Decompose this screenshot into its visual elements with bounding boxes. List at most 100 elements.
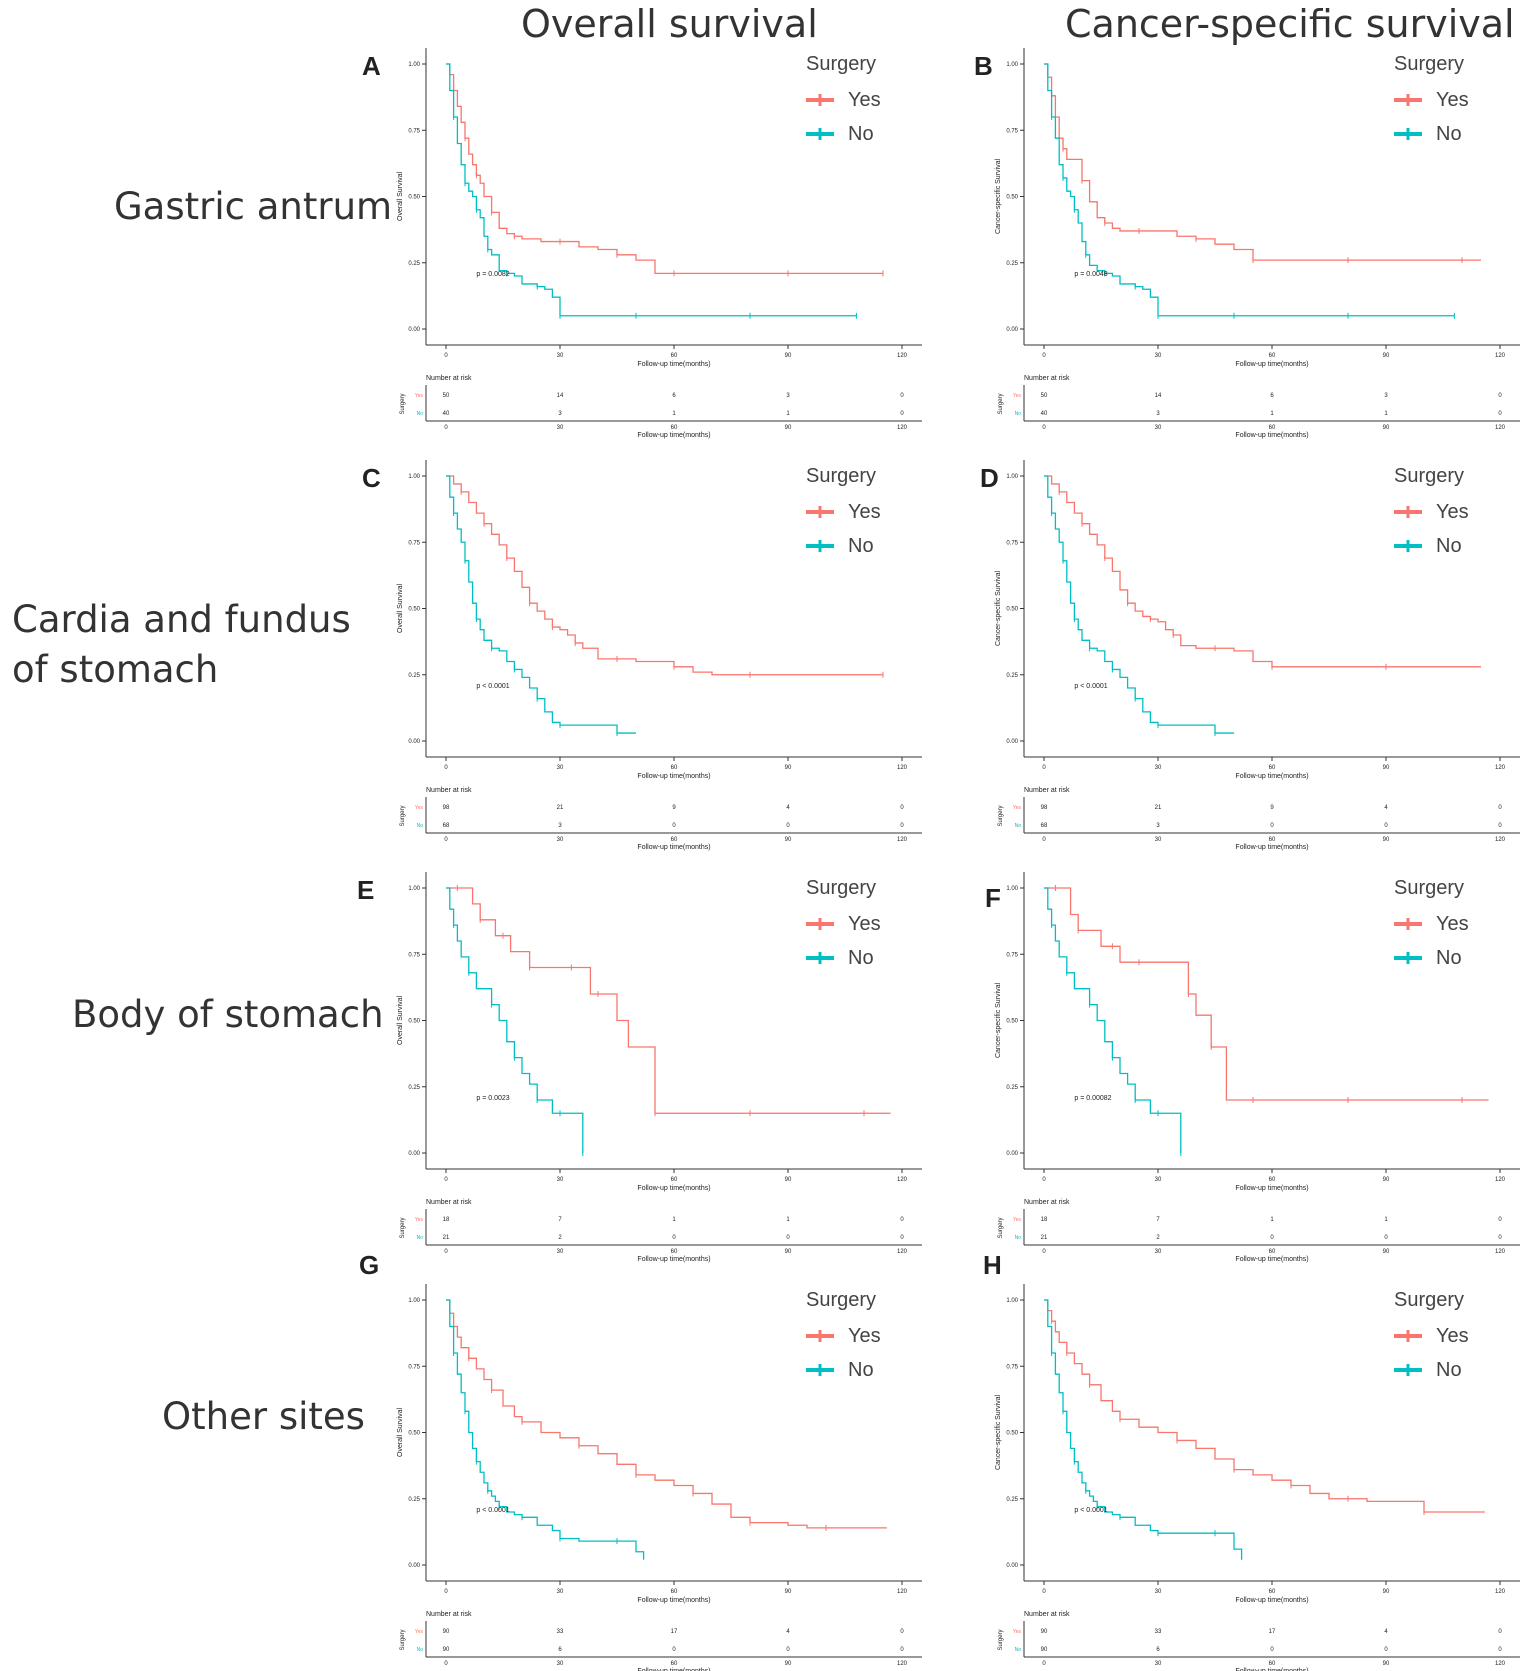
panel-h-ytick-label: 0.50 — [1006, 1431, 1018, 1437]
panel-h-xtick-label: 60 — [1269, 1589, 1276, 1595]
column-title-cancer-specific: Cancer-specific survival — [1065, 2, 1515, 46]
panel-f-y-label: Cancer-specific Survival — [995, 983, 1002, 1059]
panel-b-legend-label-no: No — [1436, 123, 1462, 145]
panel-c-ytick-label: 0.50 — [408, 607, 420, 613]
panel-h-risk-cell: 90 — [1041, 1647, 1048, 1653]
panel-d-risk-xtick-label: 90 — [1383, 837, 1390, 843]
panel-b-y-label: Cancer-specific Survival — [995, 159, 1002, 235]
panel-a-xtick-label: 30 — [557, 353, 564, 359]
panel-h-pvalue: p < 0.0001 — [1074, 1507, 1107, 1514]
panel-a-ytick-label: 0.50 — [408, 195, 420, 201]
panel-h-risk-xtick-label: 90 — [1383, 1661, 1390, 1667]
panel-c-ytick-label: 1.00 — [408, 474, 420, 480]
panel-c-risk-x-label: Follow-up time(months) — [637, 844, 710, 851]
panel-h-risk-row-label-yes: Yes — [1013, 1629, 1022, 1635]
panel-e-ytick-label: 0.00 — [408, 1151, 420, 1157]
panel-g-risk-cell: 90 — [443, 1647, 450, 1653]
panel-b-ytick-label: 1.00 — [1006, 62, 1018, 68]
panel-a-risk-xtick-label: 60 — [671, 425, 678, 431]
panel-g-legend-label-no: No — [848, 1359, 874, 1381]
panel-b-risk-strata-label: Surgery — [998, 393, 1004, 414]
panel-d-risk-cell: 0 — [1498, 823, 1502, 829]
panel-d-risk-cell: 0 — [1384, 823, 1388, 829]
panel-h-risk-cell: 0 — [1498, 1629, 1502, 1635]
panel-f-risk-x-label: Follow-up time(months) — [1235, 1256, 1308, 1263]
panel-e-legend-label-yes: Yes — [848, 913, 881, 935]
panel-g-risk-x-label: Follow-up time(months) — [637, 1668, 710, 1671]
panel-c-ytick-label: 0.00 — [408, 739, 420, 745]
panel-g-xtick-label: 120 — [897, 1589, 908, 1595]
panel-d-risk-row-label-yes: Yes — [1013, 805, 1022, 811]
panel-c-risk-cell: 0 — [786, 823, 790, 829]
panel-e-curve-no — [446, 887, 584, 1153]
panel-d-risk-cell: 9 — [1270, 805, 1274, 811]
panel-f-risk-cell: 7 — [1156, 1217, 1160, 1223]
panel-c-risk-cell: 68 — [443, 823, 450, 829]
panel-a-ytick-label: 1.00 — [408, 62, 420, 68]
panel-c-pvalue: p < 0.0001 — [476, 683, 509, 690]
panel-e-risk-cell: 7 — [558, 1217, 562, 1223]
panel-e-risk-title: Number at risk — [426, 1199, 472, 1206]
panel-b-risk-cell: 3 — [1156, 411, 1160, 417]
panel-c-risk-xtick-label: 120 — [897, 837, 908, 843]
panel-h-ytick-label: 0.25 — [1006, 1497, 1018, 1503]
panel-g-y-label: Overall Survival — [397, 1408, 404, 1457]
panel-g-ytick-label: 0.75 — [408, 1364, 420, 1370]
panel-f-risk-cell: 1 — [1384, 1217, 1388, 1223]
panel-h-risk-xtick-label: 120 — [1495, 1661, 1506, 1667]
panel-e-risk-cell: 1 — [786, 1217, 790, 1223]
panel-b-letter: B — [974, 51, 993, 81]
panel-c-risk-cell: 4 — [786, 805, 790, 811]
panel-g-risk-strata-label: Surgery — [400, 1629, 406, 1650]
panel-a-risk-cell: 50 — [443, 393, 450, 399]
panel-g-risk-cell: 33 — [557, 1629, 564, 1635]
panel-c-xtick-label: 0 — [444, 765, 448, 771]
panel-e-risk-cell: 0 — [900, 1217, 904, 1223]
panel-f-legend-title: Surgery — [1394, 877, 1464, 899]
panel-a-ytick-label: 0.25 — [408, 261, 420, 267]
panel-c-xtick-label: 30 — [557, 765, 564, 771]
panel-c-legend-title: Surgery — [806, 465, 876, 487]
panel-g-risk-cell: 6 — [558, 1647, 562, 1653]
panel-g-legend-label-yes: Yes — [848, 1325, 881, 1347]
panel-a-risk-cell: 1 — [786, 411, 790, 417]
panel-g-risk-xtick-label: 90 — [785, 1661, 792, 1667]
panel-a-x-label: Follow-up time(months) — [637, 361, 710, 368]
panel-e-risk-xtick-label: 120 — [897, 1249, 908, 1255]
panel-e-risk-cell: 0 — [786, 1235, 790, 1241]
panel-g-risk-title: Number at risk — [426, 1611, 472, 1618]
panel-h-risk-xtick-label: 0 — [1042, 1661, 1046, 1667]
panel-f-ytick-label: 1.00 — [1006, 886, 1018, 892]
panel-g-ytick-label: 0.25 — [408, 1497, 420, 1503]
panel-d-xtick-label: 60 — [1269, 765, 1276, 771]
panel-c-xtick-label: 60 — [671, 765, 678, 771]
panel-h-risk-x-label: Follow-up time(months) — [1235, 1668, 1308, 1671]
panel-g-risk-cell: 0 — [786, 1647, 790, 1653]
panel-d-risk-cell: 98 — [1041, 805, 1048, 811]
panel-f-risk-row-label-no: No — [1015, 1235, 1022, 1241]
panel-d-risk-cell: 4 — [1384, 805, 1388, 811]
panel-f-risk-xtick-label: 90 — [1383, 1249, 1390, 1255]
panel-b-xtick-label: 90 — [1383, 353, 1390, 359]
panel-d-risk-cell: 0 — [1270, 823, 1274, 829]
panel-a-xtick-label: 90 — [785, 353, 792, 359]
panel-b-risk-cell: 3 — [1384, 393, 1388, 399]
panel-c-ytick-label: 0.75 — [408, 540, 420, 546]
panel-c-curve-yes — [446, 475, 883, 676]
panel-a-xtick-label: 120 — [897, 353, 908, 359]
panel-f-risk-cell: 0 — [1384, 1235, 1388, 1241]
panel-f-xtick-label: 90 — [1383, 1177, 1390, 1183]
panel-d-curve-yes — [1044, 475, 1481, 668]
panel-e-xtick-label: 0 — [444, 1177, 448, 1183]
panel-f-risk-xtick-label: 120 — [1495, 1249, 1506, 1255]
panel-c-legend-label-yes: Yes — [848, 501, 881, 523]
panel-g-risk-cell: 17 — [671, 1629, 678, 1635]
panel-g-pvalue: p < 0.0001 — [476, 1507, 509, 1514]
panel-a-risk-xtick-label: 30 — [557, 425, 564, 431]
panel-f-risk-row-label-yes: Yes — [1013, 1217, 1022, 1223]
panel-e-risk-cell: 1 — [672, 1217, 676, 1223]
panel-e-legend-label-no: No — [848, 947, 874, 969]
panel-a-ytick-label: 0.75 — [408, 128, 420, 134]
panel-h-letter: H — [983, 1250, 1002, 1280]
panel-b-legend-label-yes: Yes — [1436, 89, 1469, 111]
